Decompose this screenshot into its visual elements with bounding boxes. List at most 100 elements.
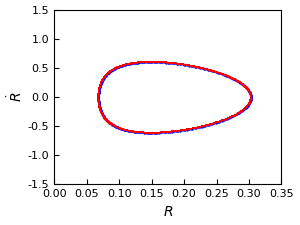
Point bbox=[98, 82, 103, 86]
Point bbox=[98, 83, 103, 87]
Point bbox=[98, 81, 103, 85]
Point bbox=[99, 80, 104, 84]
Point bbox=[98, 106, 102, 110]
Point bbox=[98, 108, 103, 112]
Point bbox=[219, 119, 224, 122]
Point bbox=[131, 130, 136, 133]
Point bbox=[204, 124, 208, 127]
Point bbox=[125, 62, 130, 66]
Point bbox=[204, 68, 209, 71]
Point bbox=[236, 80, 241, 83]
Point bbox=[97, 105, 102, 108]
Point bbox=[133, 61, 138, 65]
Point bbox=[138, 130, 143, 134]
Point bbox=[166, 61, 171, 65]
Point bbox=[194, 65, 199, 69]
Point bbox=[149, 131, 154, 135]
Point bbox=[98, 83, 103, 86]
Point bbox=[209, 69, 214, 72]
Point bbox=[140, 60, 145, 64]
Point bbox=[98, 85, 102, 88]
Point bbox=[135, 130, 140, 134]
Point bbox=[97, 103, 101, 106]
Point bbox=[245, 104, 250, 108]
Point bbox=[230, 76, 235, 80]
Point bbox=[98, 106, 102, 110]
Point bbox=[148, 60, 153, 64]
Point bbox=[97, 104, 101, 107]
Point bbox=[172, 61, 177, 65]
Point bbox=[248, 93, 253, 97]
Point bbox=[96, 97, 101, 101]
Point bbox=[102, 116, 107, 119]
Point bbox=[128, 129, 132, 133]
Point bbox=[151, 60, 156, 64]
Point bbox=[182, 63, 187, 66]
Point bbox=[240, 83, 245, 86]
Point bbox=[243, 85, 248, 89]
Point bbox=[200, 124, 205, 128]
Point bbox=[248, 94, 253, 97]
Point bbox=[221, 73, 226, 77]
Point bbox=[166, 130, 171, 134]
Point bbox=[105, 119, 110, 122]
Point bbox=[119, 127, 124, 131]
Point bbox=[97, 104, 102, 107]
Point bbox=[247, 101, 252, 105]
Point bbox=[243, 106, 248, 110]
Point bbox=[230, 77, 235, 80]
Point bbox=[128, 62, 133, 65]
Point bbox=[96, 92, 101, 96]
Point bbox=[98, 84, 102, 88]
Point bbox=[226, 116, 231, 120]
Point bbox=[100, 78, 105, 81]
Point bbox=[203, 67, 208, 71]
Point bbox=[98, 109, 103, 112]
Point bbox=[179, 128, 184, 132]
Point bbox=[129, 129, 134, 133]
Point bbox=[205, 123, 210, 127]
Point bbox=[167, 130, 172, 134]
Point bbox=[117, 65, 122, 68]
Point bbox=[248, 99, 253, 103]
Point bbox=[101, 115, 106, 118]
Point bbox=[102, 76, 106, 79]
Point bbox=[248, 92, 253, 95]
Point bbox=[112, 124, 116, 127]
Point bbox=[199, 66, 204, 70]
Point bbox=[230, 115, 234, 118]
Point bbox=[125, 129, 130, 132]
Point bbox=[99, 111, 104, 115]
Point bbox=[111, 68, 116, 71]
Point bbox=[116, 126, 120, 129]
Point bbox=[180, 63, 185, 66]
Point bbox=[213, 70, 218, 73]
Point bbox=[227, 116, 232, 119]
Point bbox=[240, 108, 245, 112]
Point bbox=[184, 128, 189, 131]
Point bbox=[171, 61, 176, 65]
Point bbox=[224, 117, 229, 121]
Point bbox=[158, 131, 162, 134]
Point bbox=[239, 109, 244, 113]
Point bbox=[241, 108, 246, 111]
Point bbox=[126, 129, 130, 132]
Point bbox=[121, 128, 126, 131]
Point bbox=[246, 102, 251, 106]
Point bbox=[224, 117, 229, 121]
Point bbox=[220, 72, 225, 76]
Point bbox=[217, 71, 222, 75]
Point bbox=[99, 81, 104, 84]
Point bbox=[96, 101, 101, 105]
Point bbox=[244, 105, 248, 109]
Point bbox=[98, 109, 103, 113]
Point bbox=[190, 127, 194, 130]
Point bbox=[133, 61, 138, 65]
Point bbox=[124, 128, 128, 132]
Point bbox=[112, 67, 116, 71]
Point bbox=[139, 61, 143, 64]
Point bbox=[98, 108, 103, 111]
Point bbox=[99, 80, 104, 83]
Point bbox=[102, 75, 107, 79]
Point bbox=[96, 97, 101, 101]
